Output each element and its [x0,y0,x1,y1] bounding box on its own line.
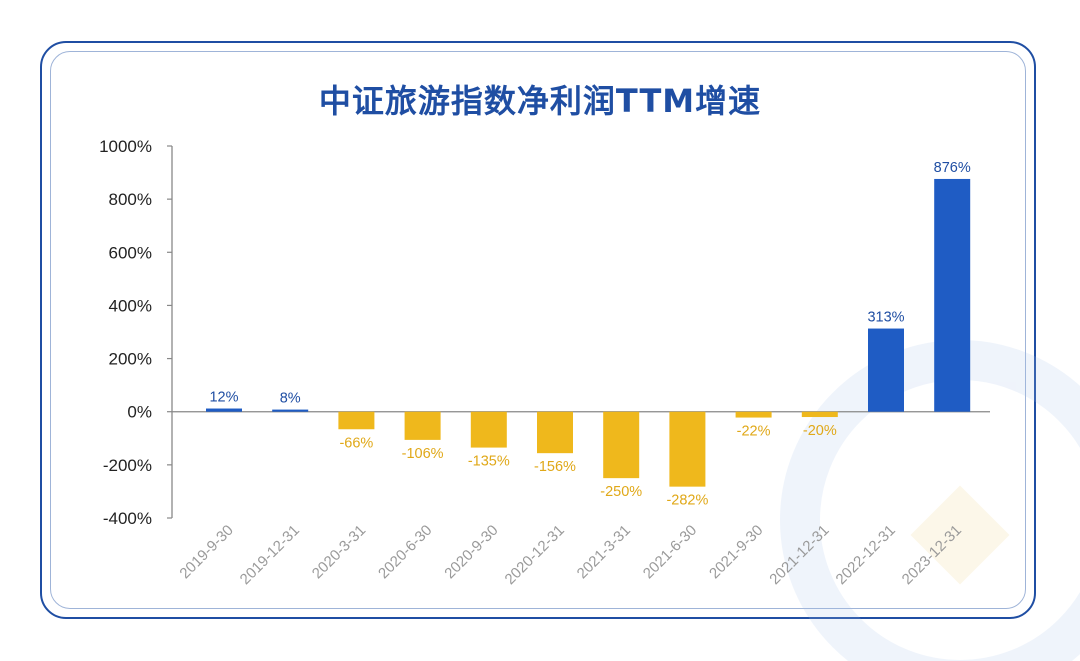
outer-frame [40,41,1036,619]
data-label: -156% [534,459,576,475]
bar [537,411,573,454]
x-tick-label: 2020-9-30 [441,522,501,582]
x-tick-label: 2019-9-30 [176,522,236,582]
data-label: 313% [867,310,904,326]
x-tick-label: 2020-6-30 [375,522,435,582]
bar [735,411,772,418]
x-tick-label: 2021-3-31 [574,522,634,582]
data-label: -66% [339,435,373,451]
x-tick-label: 2021-6-30 [640,522,700,582]
data-label: 876% [934,160,971,176]
bar [338,411,375,430]
data-label: -250% [600,484,642,500]
y-tick-label: -400% [103,509,152,528]
bar [934,178,971,412]
y-tick-label: 800% [109,190,152,209]
x-tick-label: 2022-12-31 [833,522,899,588]
y-tick-label: -200% [103,456,152,475]
bar [669,411,706,487]
inner-frame [50,51,1026,609]
x-tick-label: 2020-12-31 [502,522,568,588]
bar [801,411,838,418]
data-label: 8% [280,391,301,407]
y-tick-label: 400% [109,296,152,315]
y-tick-label: 600% [109,243,152,262]
x-tick-label: 2019-12-31 [237,522,303,588]
bar [404,411,441,440]
data-label: -20% [803,423,837,439]
bar [868,328,904,412]
x-tick-label: 2021-9-30 [706,522,766,582]
data-label: -106% [402,446,444,462]
y-tick-label: 0% [127,403,152,422]
x-tick-label: 2020-3-31 [309,522,369,582]
data-label: 12% [209,390,238,406]
chart-title: 中证旅游指数净利润TTM增速 [318,82,762,120]
bar [272,409,309,412]
bar [206,408,242,412]
data-label: -135% [468,454,510,470]
data-label: -22% [737,424,771,440]
y-tick-label: 1000% [99,137,152,156]
data-label: -282% [666,493,708,509]
y-tick-label: 200% [109,350,152,369]
bar [603,411,640,479]
bar [470,411,507,448]
